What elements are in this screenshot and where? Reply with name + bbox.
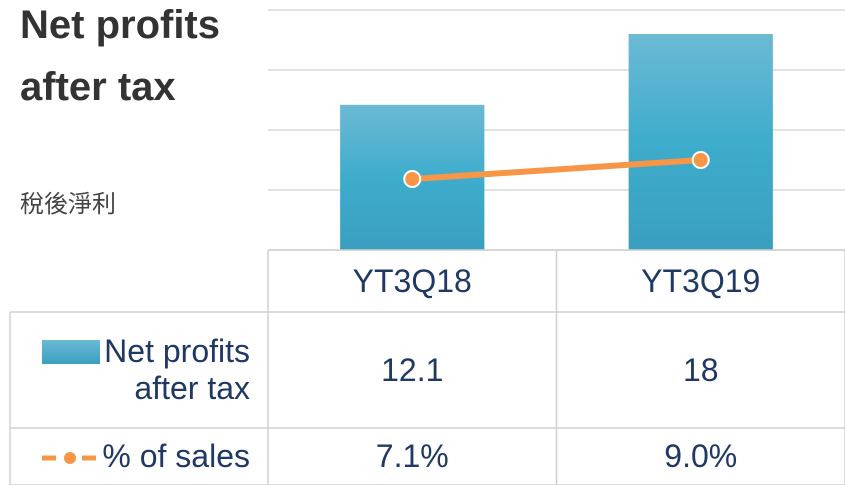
legend-cell: Net profits after tax: [10, 312, 268, 428]
header-cell: YT3Q18: [268, 250, 557, 312]
x-tick-label: YT3Q19: [641, 262, 761, 299]
data-label: 12.1: [381, 351, 444, 388]
value-cell: 12.1: [268, 312, 557, 428]
value-cell: 7.1%: [268, 428, 557, 485]
x-tick-label: YT3Q18: [352, 262, 472, 299]
legend-label: Net profits after tax: [104, 333, 250, 406]
line: [412, 157, 701, 182]
line-point: [691, 151, 710, 169]
legend-dot: [62, 450, 79, 466]
value-cell: 9.0%: [557, 428, 845, 485]
legend-item: Net profits after tax: [10, 333, 250, 407]
data-label: 18: [682, 351, 719, 388]
value-cell: 18: [557, 312, 845, 428]
legend-label: % of sales: [102, 438, 250, 474]
bar: [628, 34, 773, 250]
data-label: 9.0%: [664, 438, 738, 474]
header-cell: YT3Q19: [557, 250, 845, 312]
legend-item: % of sales: [40, 438, 250, 475]
legend-swatch: [42, 340, 101, 364]
data-label: 7.1%: [375, 438, 449, 474]
legend-swatch: [42, 450, 99, 466]
chart-title: Net profits after tax: [20, 3, 220, 109]
legend-cell: % of sales: [10, 428, 268, 485]
chart-subtitle: 稅後淨利: [20, 190, 116, 218]
line-point: [403, 170, 422, 188]
